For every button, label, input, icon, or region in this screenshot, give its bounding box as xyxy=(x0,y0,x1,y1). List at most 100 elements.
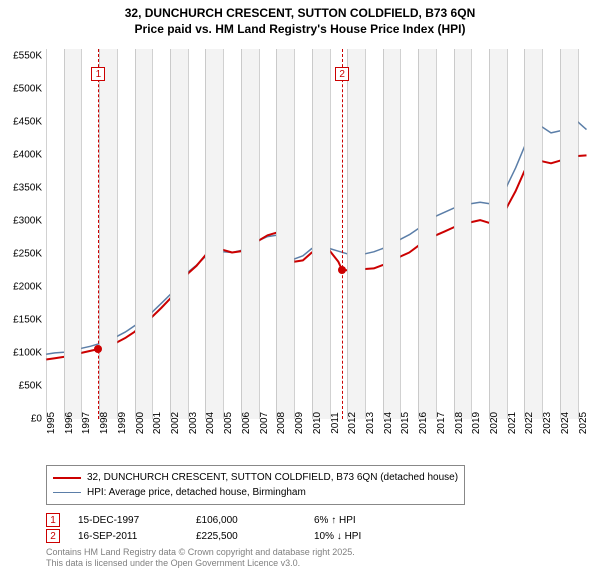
x-tick-label: 2021 xyxy=(507,412,518,434)
title-line-2: Price paid vs. HM Land Registry's House … xyxy=(4,22,596,38)
plot-band xyxy=(454,49,472,419)
x-tick-label: 2005 xyxy=(223,412,234,434)
gridline-v xyxy=(64,49,65,419)
gridline-v xyxy=(152,49,153,419)
plot-band xyxy=(383,49,401,419)
plot-band xyxy=(64,49,82,419)
plot-band xyxy=(99,49,117,419)
x-tick-label: 2008 xyxy=(276,412,287,434)
plot-band xyxy=(560,49,578,419)
gridline-v xyxy=(188,49,189,419)
y-tick-label: £100K xyxy=(13,348,46,359)
y-tick-label: £250K xyxy=(13,249,46,260)
x-tick-label: 2023 xyxy=(542,412,553,434)
gridline-v xyxy=(524,49,525,419)
plot-band xyxy=(170,49,188,419)
plot-band xyxy=(347,49,365,419)
transaction-flag: 2 xyxy=(46,529,60,543)
attribution: Contains HM Land Registry data © Crown c… xyxy=(46,547,590,569)
x-tick-label: 2025 xyxy=(578,412,589,434)
gridline-v xyxy=(471,49,472,419)
transaction-delta: 6% ↑ HPI xyxy=(314,515,414,526)
gridline-v xyxy=(578,49,579,419)
x-tick-label: 2016 xyxy=(418,412,429,434)
transaction-date: 16-SEP-2011 xyxy=(78,531,178,542)
plot-band xyxy=(135,49,153,419)
gridline-v xyxy=(81,49,82,419)
y-tick-label: £50K xyxy=(19,381,46,392)
attribution-line-1: Contains HM Land Registry data © Crown c… xyxy=(46,547,590,558)
gridline-v xyxy=(400,49,401,419)
x-tick-label: 2003 xyxy=(188,412,199,434)
y-tick-label: £200K xyxy=(13,282,46,293)
title-line-1: 32, DUNCHURCH CRESCENT, SUTTON COLDFIELD… xyxy=(4,6,596,22)
gridline-v xyxy=(365,49,366,419)
x-tick-label: 2020 xyxy=(489,412,500,434)
transaction-price: £106,000 xyxy=(196,515,296,526)
gridline-v xyxy=(418,49,419,419)
event-flag: 2 xyxy=(335,67,349,81)
legend-row: 32, DUNCHURCH CRESCENT, SUTTON COLDFIELD… xyxy=(53,470,458,485)
x-tick-label: 2018 xyxy=(454,412,465,434)
gridline-v xyxy=(170,49,171,419)
gridline-v xyxy=(507,49,508,419)
x-tick-label: 2024 xyxy=(560,412,571,434)
gridline-v xyxy=(312,49,313,419)
gridline-v xyxy=(223,49,224,419)
x-tick-label: 2015 xyxy=(400,412,411,434)
x-tick-label: 2019 xyxy=(471,412,482,434)
plot-band xyxy=(524,49,542,419)
transaction-flag: 1 xyxy=(46,513,60,527)
plot-band xyxy=(489,49,507,419)
legend-swatch xyxy=(53,477,81,479)
gridline-v xyxy=(205,49,206,419)
x-tick-label: 1995 xyxy=(46,412,57,434)
x-tick-label: 1999 xyxy=(117,412,128,434)
x-tick-label: 2014 xyxy=(383,412,394,434)
legend-row: HPI: Average price, detached house, Birm… xyxy=(53,485,458,500)
y-tick-label: £150K xyxy=(13,315,46,326)
x-tick-label: 2006 xyxy=(241,412,252,434)
x-tick-label: 2001 xyxy=(152,412,163,434)
legend-label: HPI: Average price, detached house, Birm… xyxy=(87,485,306,500)
transaction-price: £225,500 xyxy=(196,531,296,542)
x-tick-label: 2007 xyxy=(259,412,270,434)
event-line xyxy=(342,49,343,419)
gridline-v xyxy=(454,49,455,419)
x-tick-label: 2004 xyxy=(205,412,216,434)
x-tick-label: 2009 xyxy=(294,412,305,434)
x-tick-label: 2000 xyxy=(135,412,146,434)
plot-band xyxy=(276,49,294,419)
event-line xyxy=(98,49,99,419)
transaction-date: 15-DEC-1997 xyxy=(78,515,178,526)
gridline-v xyxy=(347,49,348,419)
gridline-v xyxy=(542,49,543,419)
plot-band xyxy=(205,49,223,419)
y-tick-label: £550K xyxy=(13,50,46,61)
gridline-v xyxy=(135,49,136,419)
y-tick-label: £0 xyxy=(31,414,46,425)
sale-marker xyxy=(338,266,346,274)
y-tick-label: £500K xyxy=(13,83,46,94)
sale-marker xyxy=(94,345,102,353)
y-tick-label: £350K xyxy=(13,182,46,193)
plot-band xyxy=(241,49,259,419)
gridline-v xyxy=(241,49,242,419)
gridline-v xyxy=(259,49,260,419)
event-flag: 1 xyxy=(91,67,105,81)
legend-swatch xyxy=(53,492,81,493)
gridline-v xyxy=(294,49,295,419)
y-tick-label: £300K xyxy=(13,215,46,226)
x-tick-label: 2002 xyxy=(170,412,181,434)
transaction-row: 1 15-DEC-1997 £106,000 6% ↑ HPI xyxy=(46,513,590,527)
x-tick-label: 2022 xyxy=(524,412,535,434)
legend-label: 32, DUNCHURCH CRESCENT, SUTTON COLDFIELD… xyxy=(87,470,458,485)
plot-area: 1995199619971998199920002001200220032004… xyxy=(46,49,590,419)
x-tick-label: 2012 xyxy=(347,412,358,434)
chart-container: 1995199619971998199920002001200220032004… xyxy=(0,39,600,459)
gridline-v xyxy=(117,49,118,419)
x-tick-label: 1996 xyxy=(64,412,75,434)
transaction-delta: 10% ↓ HPI xyxy=(314,531,414,542)
plot-band xyxy=(418,49,436,419)
gridline-v xyxy=(46,49,47,419)
